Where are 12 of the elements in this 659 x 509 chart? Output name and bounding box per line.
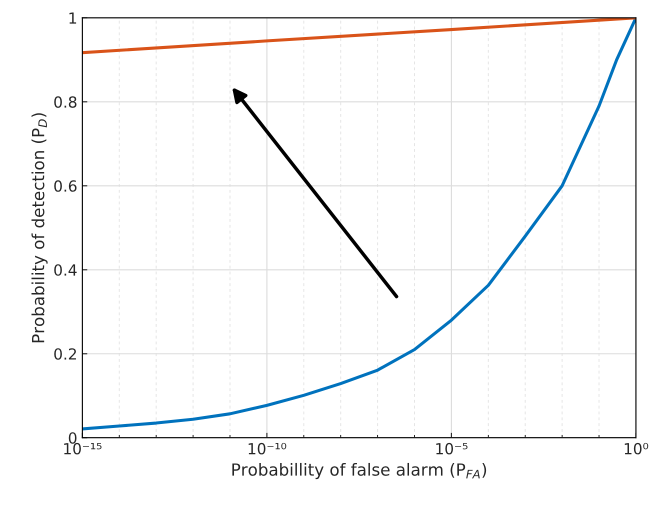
y-tick-label: 0.4 — [54, 264, 77, 276]
y-tick-label: 0.6 — [54, 180, 77, 192]
x-axis-title: Probabillity of false alarm (P$_{FA}$) — [232, 462, 486, 480]
y-tick-label: 0 — [68, 432, 76, 444]
x-tick-label: 10⁰ — [624, 442, 648, 454]
x-tick-label: 10⁻¹⁰ — [248, 442, 286, 454]
y-tick-label: 0.2 — [54, 348, 76, 360]
y-axis-title: Probability of detection (P$_{D}$) — [31, 113, 48, 342]
x-tick-label: 10⁻⁵ — [436, 442, 468, 454]
y-tick-label: 1 — [69, 12, 76, 24]
y-tick-label: 0.8 — [54, 96, 76, 108]
x-tick-label: 10⁻¹⁵ — [64, 442, 102, 454]
